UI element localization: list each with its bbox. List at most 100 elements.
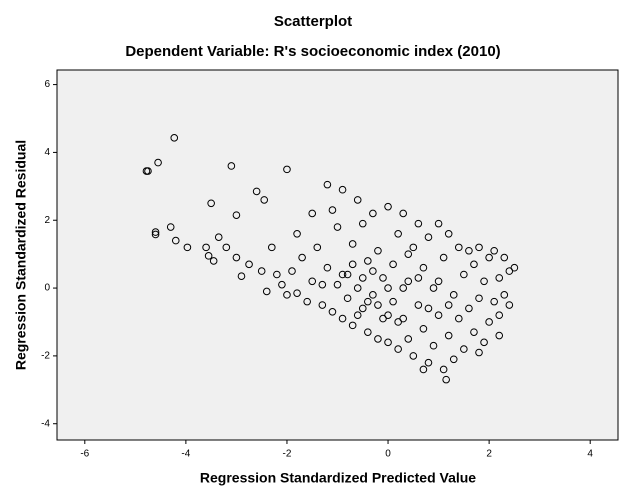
point [323,263,332,272]
point [429,284,438,292]
point [444,331,453,340]
x-tick-label: -2 [283,449,292,460]
point [232,253,241,262]
point [490,297,498,306]
point [414,274,423,282]
point [338,270,347,279]
x-tick-label: -6 [80,449,89,460]
x-tick-label: -4 [181,449,190,460]
x-tick-label: 0 [385,449,391,460]
point [399,314,408,323]
point [449,291,458,299]
point [348,260,357,269]
point [404,250,413,258]
x-tick-label: 2 [486,449,492,460]
point [374,335,382,343]
point [384,311,392,319]
point [480,277,488,286]
y-tick-label: 2 [44,215,50,226]
y-tick-label: 4 [44,147,50,158]
point [394,345,402,353]
point [384,338,392,347]
point [500,291,509,299]
point [222,243,231,252]
point [419,324,428,333]
point [369,291,377,299]
point [318,280,327,289]
point [183,243,192,252]
point [399,209,408,218]
point [379,314,387,323]
point [449,355,458,364]
point [389,297,397,306]
point [374,246,382,255]
point [293,230,301,238]
point [348,321,357,330]
point [343,294,352,303]
point [214,233,223,241]
point [495,274,504,282]
point [444,301,453,309]
point [444,230,453,238]
point [308,277,317,286]
point [374,301,382,309]
point [338,185,347,194]
point [439,365,448,374]
point [358,304,367,313]
point [267,243,276,252]
point [262,287,271,296]
point [328,206,337,214]
point [434,277,443,286]
point [204,252,213,260]
y-tick-label: 6 [44,79,50,90]
point [409,243,418,252]
chart-subtitle: Dependent Variable: R's socioeconomic in… [125,43,500,60]
point [283,165,291,174]
point [409,352,418,360]
point [232,211,241,219]
point [358,219,367,228]
point [237,272,246,280]
point [460,270,468,279]
point [227,162,236,170]
point [358,274,367,282]
point [439,253,448,262]
point [490,246,498,255]
point [394,318,402,326]
x-tick-label: 4 [587,449,593,460]
point [394,230,402,238]
point [419,263,428,272]
point [419,365,428,374]
point [404,277,413,286]
point [480,338,488,347]
point [293,289,301,297]
point [500,253,509,262]
point [505,267,514,275]
point [207,199,215,208]
point [424,358,433,367]
point [308,209,317,218]
point [510,263,519,272]
point [343,270,352,279]
point [333,280,342,289]
point [333,223,342,231]
point [414,301,423,309]
y-axis-title: Regression Standardized Residual [13,140,29,370]
point [384,202,392,211]
point [313,243,322,252]
point [273,270,281,279]
point [505,301,514,309]
point [144,167,152,175]
point [318,301,327,309]
point [353,196,362,204]
point [171,236,180,245]
point [429,341,438,350]
point [470,328,478,336]
point [414,219,423,228]
point [348,240,357,248]
x-axis-title: Regression Standardized Predicted Value [200,470,476,486]
point [170,134,179,142]
point [298,253,306,262]
point [209,257,218,265]
